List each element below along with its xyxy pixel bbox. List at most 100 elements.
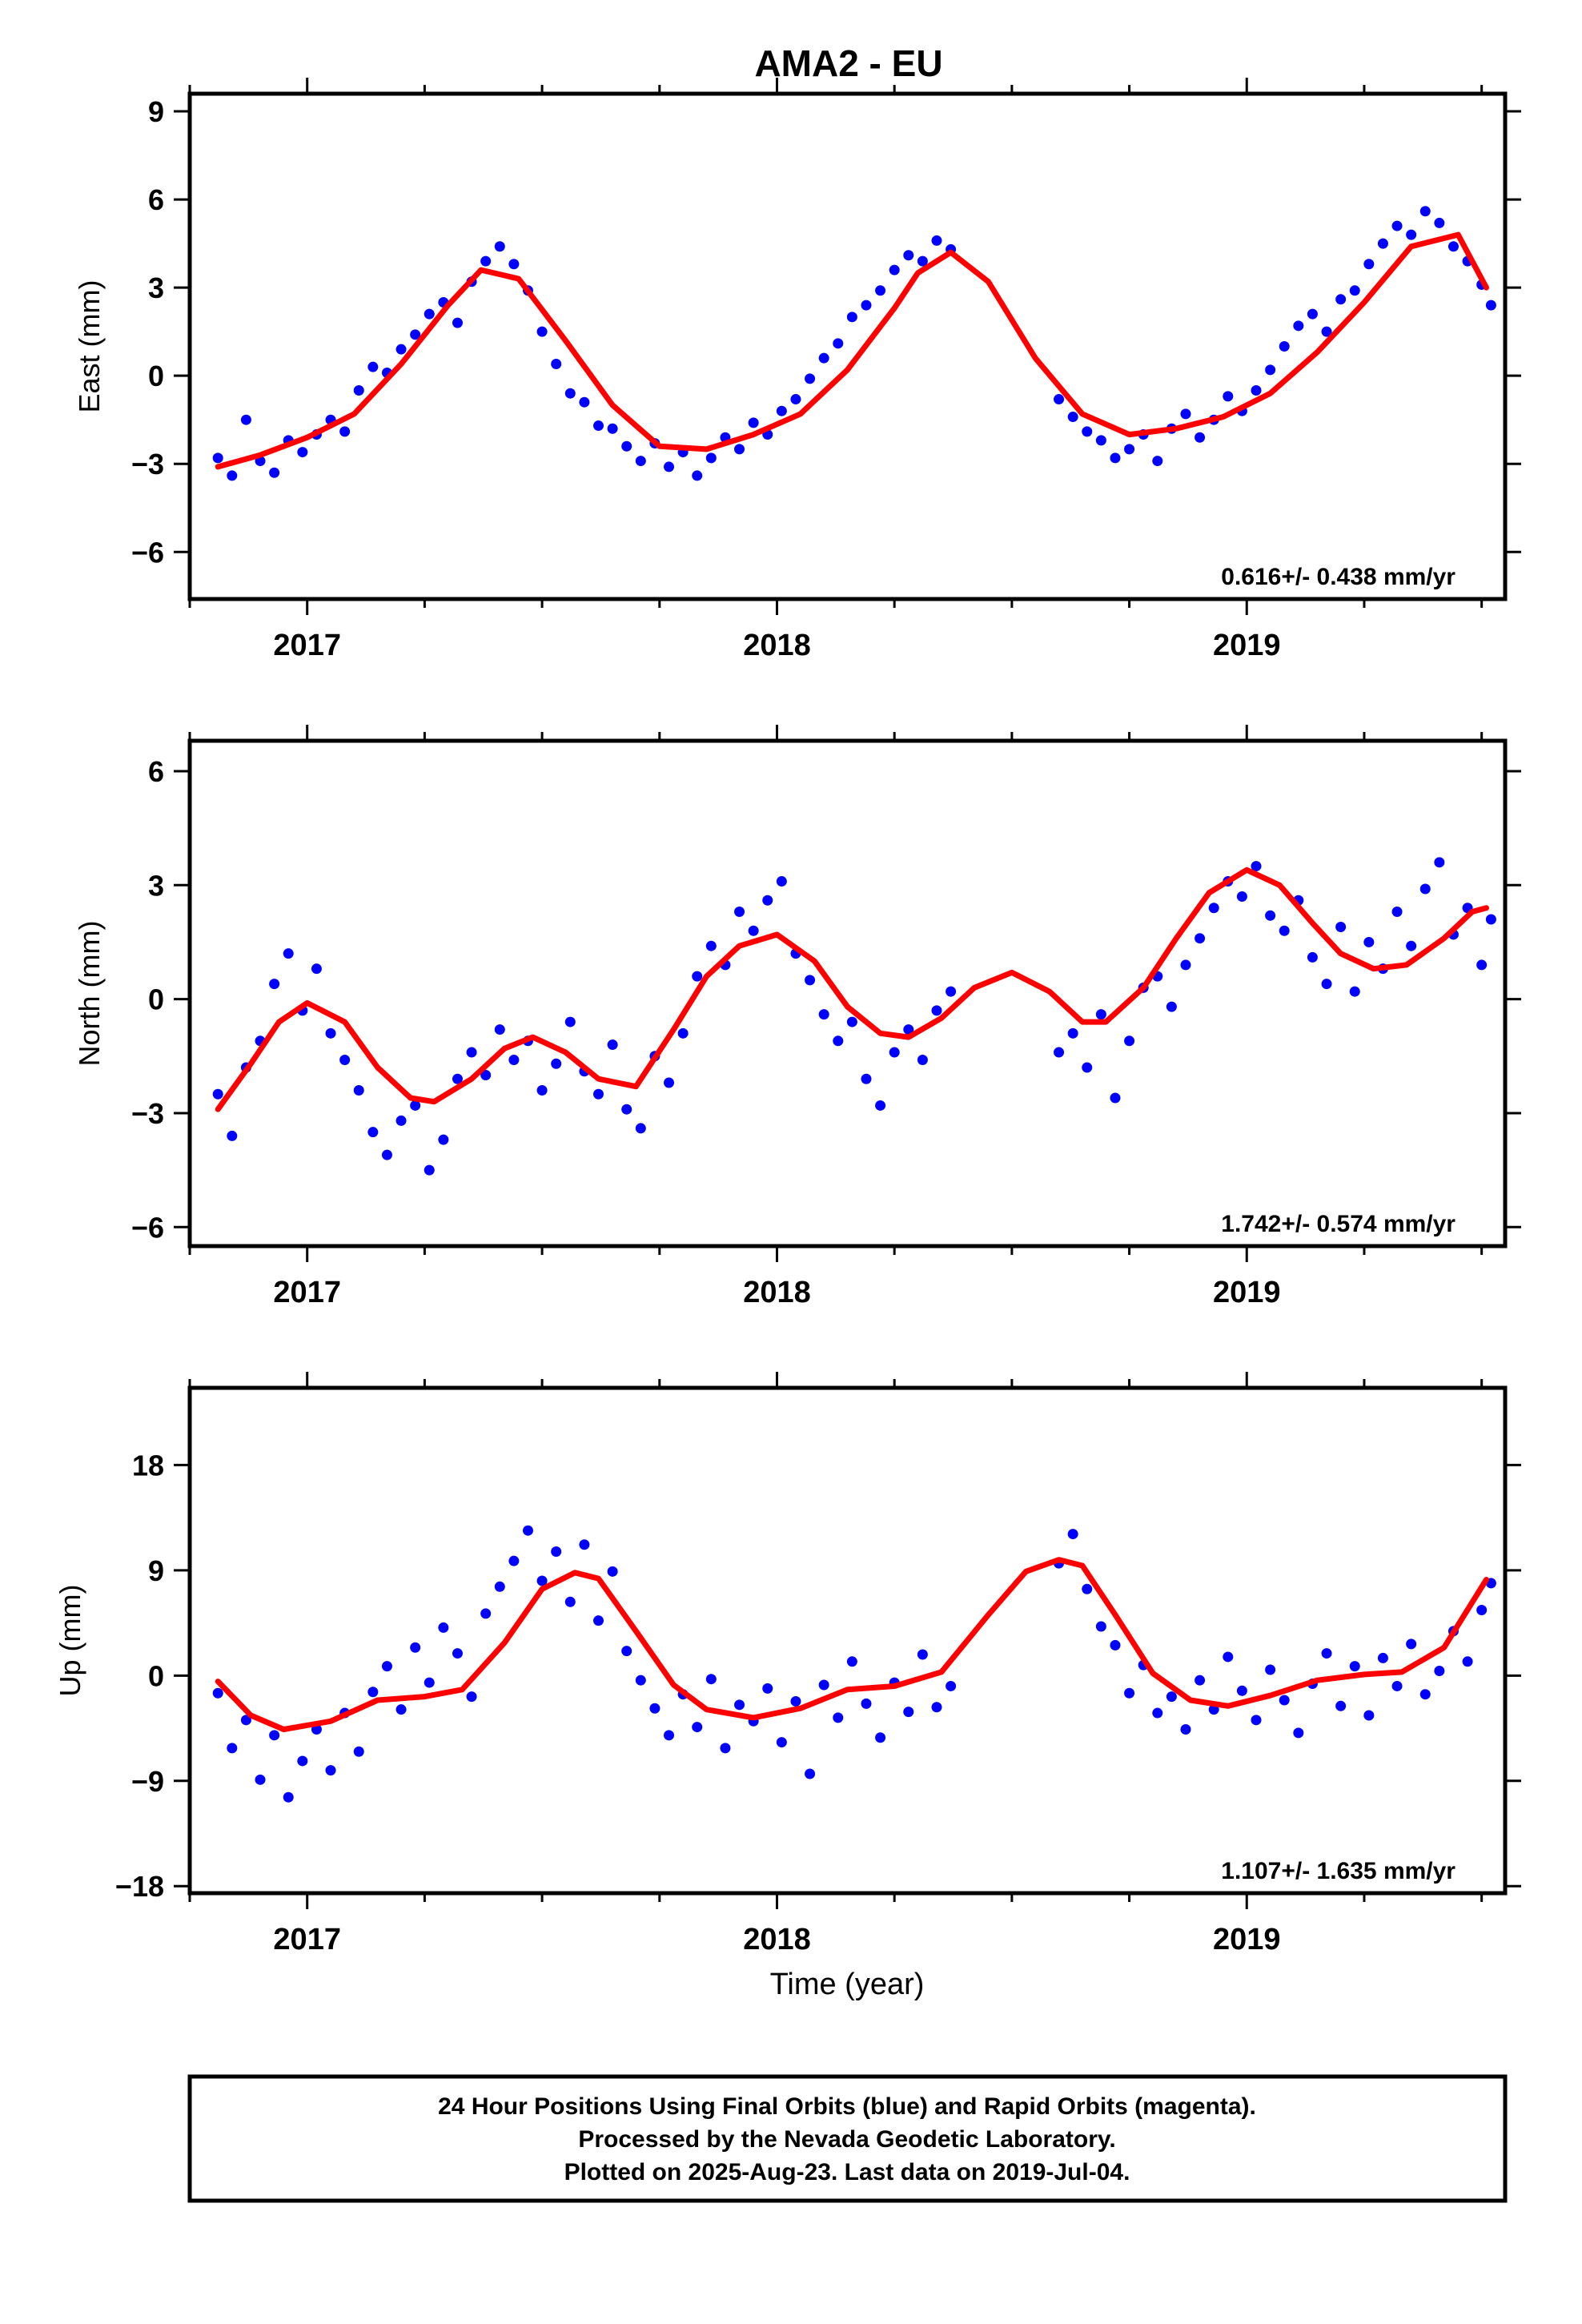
data-point (283, 948, 294, 959)
data-point (1293, 1727, 1304, 1739)
data-points (212, 857, 1496, 1176)
y-axis-label: Up (mm) (54, 1585, 86, 1697)
data-point (649, 1703, 661, 1714)
data-point (1166, 1001, 1177, 1012)
data-point (1434, 217, 1445, 228)
data-point (833, 338, 844, 349)
panel-1: 2017 2018 2019 −6 −3 0 3 6 9 East (mm) 0.616+/- 0.… (73, 78, 1521, 662)
data-point (1462, 1656, 1473, 1667)
plot-frame (187, 91, 1508, 601)
data-point (917, 1649, 928, 1660)
data-point (846, 312, 857, 323)
y-tick-label: −6 (131, 536, 164, 569)
data-point (1377, 238, 1388, 249)
data-point (297, 447, 308, 458)
data-point (1095, 1009, 1106, 1020)
data-point (410, 1642, 421, 1653)
data-point (410, 1100, 421, 1111)
data-point (452, 317, 463, 328)
x-tick-label: 2018 (743, 1276, 811, 1309)
data-point (1321, 326, 1332, 337)
data-point (946, 1680, 957, 1691)
model-line (215, 1557, 1489, 1732)
rate-label: 0.616+/- 0.438 mm/yr (1221, 564, 1456, 590)
data-point (269, 979, 280, 990)
data-point (353, 385, 364, 396)
data-point (635, 1675, 646, 1686)
data-point (1095, 435, 1106, 446)
data-point (1279, 925, 1290, 936)
data-point (1054, 394, 1065, 405)
data-point (1406, 940, 1417, 951)
data-point (705, 940, 717, 951)
y-tick-label: 6 (148, 183, 164, 216)
data-point (1419, 883, 1431, 895)
data-point (1265, 910, 1276, 921)
data-point (1208, 903, 1219, 914)
data-point (875, 1732, 886, 1743)
data-point (325, 1027, 336, 1039)
data-point (452, 1648, 463, 1659)
data-point (1377, 1652, 1388, 1663)
data-point (861, 300, 872, 311)
data-point (593, 1088, 604, 1100)
data-point (705, 452, 717, 464)
y-tick-label: 9 (148, 1554, 164, 1587)
model-line (215, 231, 1489, 470)
data-point (1335, 1700, 1347, 1711)
data-point (494, 1024, 505, 1035)
data-point (297, 1755, 308, 1767)
x-tick-label: 2018 (743, 629, 811, 662)
data-point (1251, 385, 1262, 396)
data-point (734, 1699, 745, 1711)
data-point (931, 235, 942, 246)
data-point (875, 1100, 886, 1111)
data-point (564, 1596, 576, 1607)
data-point (325, 1765, 336, 1776)
data-point (664, 1730, 675, 1741)
data-point (1067, 1529, 1078, 1540)
chart-title: AMA2 - EU (754, 42, 942, 84)
data-point (1166, 1691, 1177, 1703)
x-tick-label: 2019 (1213, 629, 1281, 662)
data-point (480, 255, 492, 267)
data-point (748, 417, 759, 428)
data-point (311, 963, 322, 975)
data-point (424, 308, 435, 320)
model-line (215, 866, 1489, 1112)
data-point (438, 1134, 449, 1145)
data-point (1434, 857, 1445, 868)
data-point (931, 1702, 942, 1713)
rate-label: 1.107+/- 1.635 mm/yr (1221, 1858, 1456, 1884)
data-point (833, 1712, 844, 1723)
data-point (1082, 1583, 1093, 1594)
y-tick-label: −18 (115, 1870, 164, 1903)
data-point (861, 1073, 872, 1084)
data-point (466, 1047, 477, 1058)
data-point (677, 1027, 689, 1039)
data-point (607, 1566, 618, 1577)
data-point (1124, 444, 1135, 455)
data-point (1124, 1687, 1135, 1699)
data-point (1180, 408, 1191, 420)
data-point (367, 1127, 379, 1138)
panel-2: 2017 2018 2019 −6 −3 0 3 6 North (mm) 1.742+/- 0.… (73, 725, 1521, 1309)
data-point (621, 1104, 632, 1115)
data-point (1251, 861, 1262, 872)
data-point (903, 250, 914, 261)
data-point (551, 359, 562, 370)
data-point (818, 352, 829, 364)
data-point (861, 1698, 872, 1709)
data-point (564, 1016, 576, 1027)
y-tick-label: 3 (148, 869, 164, 902)
data-point (269, 1730, 280, 1741)
data-point (790, 394, 801, 405)
data-point (564, 388, 576, 399)
y-axis-label: East (mm) (73, 280, 106, 413)
data-point (508, 1555, 520, 1566)
data-point (1485, 300, 1496, 311)
data-point (1391, 1680, 1403, 1691)
data-point (664, 461, 675, 472)
data-point (1476, 959, 1488, 971)
